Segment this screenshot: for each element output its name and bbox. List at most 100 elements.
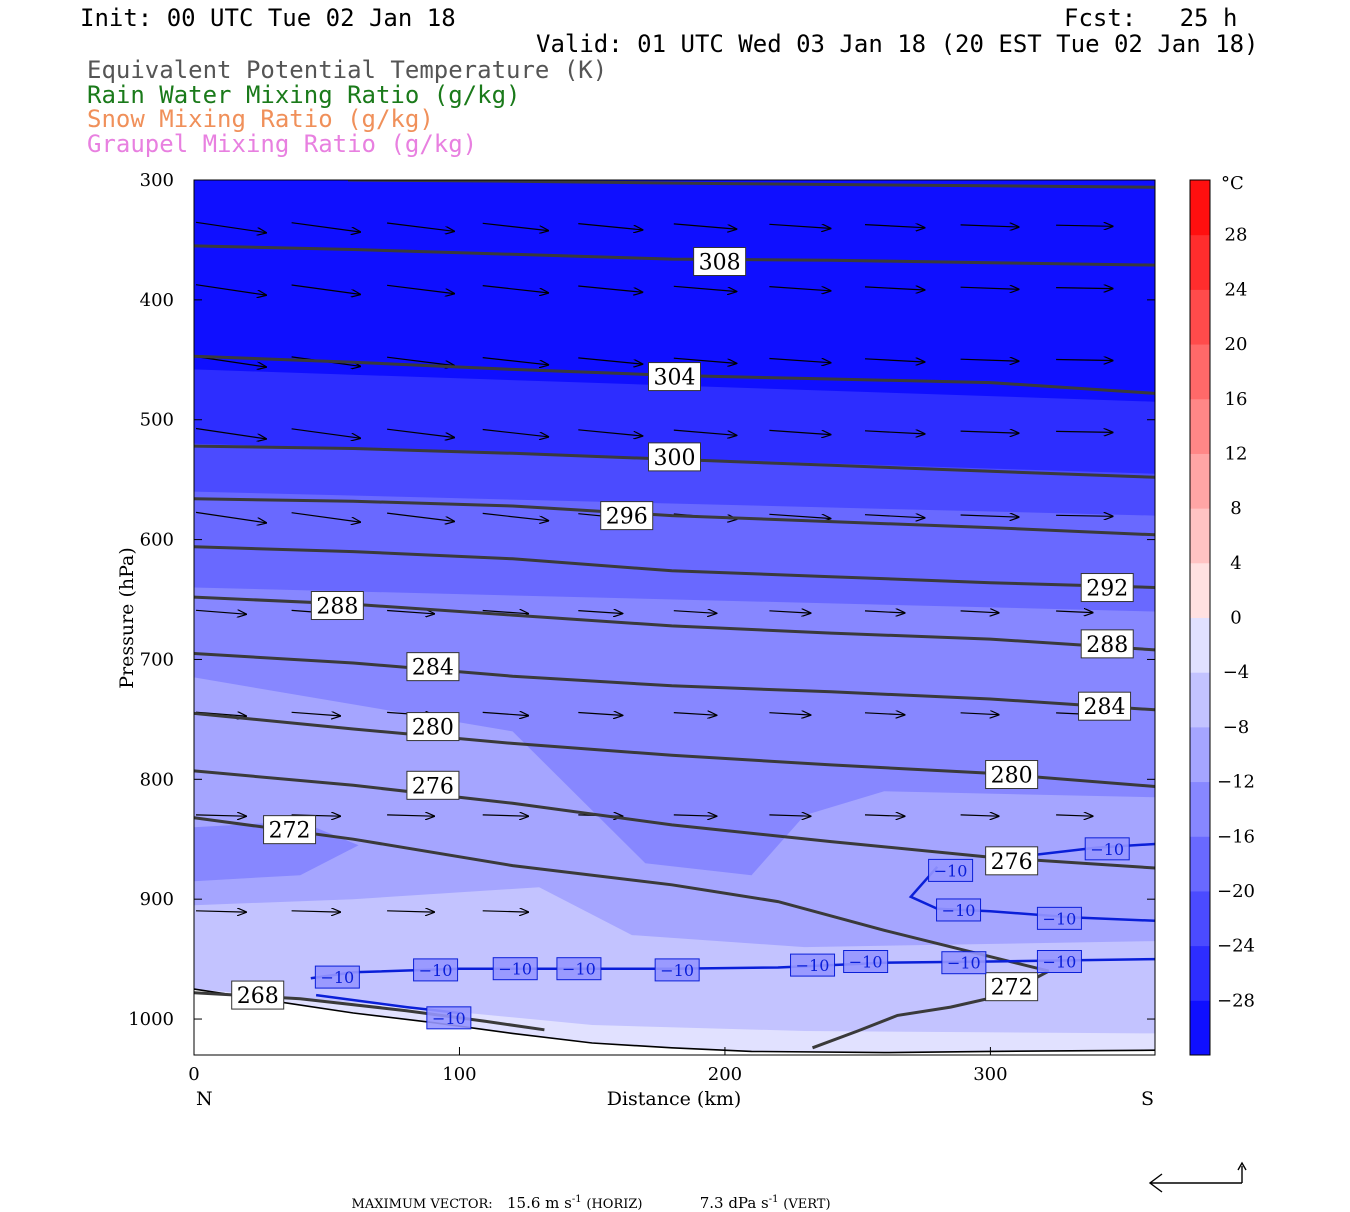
theta-e-label: 272 (269, 819, 311, 844)
theta-e-label-box (1080, 573, 1134, 603)
theta-e-contour (194, 652, 1155, 712)
colorbar: 28 24 20 16 12 8 4 0 −4 −8 −12 −16 −20 −24 −28 (1189, 179, 1255, 1056)
wind-vector (482, 911, 529, 912)
temp-label: −10 (419, 961, 453, 980)
wind-vector (673, 713, 717, 716)
colorbar-swatch (1190, 726, 1210, 783)
colorbar-unit: °C (1221, 173, 1244, 194)
temp-label-box (413, 958, 459, 982)
temp-label: −10 (796, 956, 830, 975)
wind-vector (1056, 431, 1113, 432)
wind-vector (195, 610, 246, 614)
y-tick-label: 300 (140, 170, 174, 191)
colorbar-tick-label: 0 (1230, 608, 1241, 629)
forecast-hour: Fcst: 25 h (1064, 4, 1238, 32)
theta-e-label-box (600, 501, 654, 531)
colorbar-swatch (1190, 781, 1210, 837)
wind-vector (1056, 515, 1113, 516)
wind-vector (864, 611, 905, 613)
wind-vector (578, 357, 642, 364)
colorbar-swatch (1190, 289, 1210, 345)
wind-vector (960, 515, 1019, 517)
wind-vector (864, 225, 925, 228)
wind-vector (195, 511, 266, 522)
colorbar-swatch (1190, 180, 1210, 236)
wind-vectors (195, 221, 1113, 912)
colorbar-frame (1189, 179, 1211, 1056)
temp-label-box (941, 951, 987, 975)
theta-e-label: 280 (412, 716, 454, 741)
temp-label: −10 (942, 901, 976, 920)
x-tick-label: 200 (708, 1064, 742, 1085)
field-label-theta-e: Equivalent Potential Temperature (K) (87, 56, 608, 84)
valid-time: Valid: 01 UTC Wed 03 Jan 18 (20 EST Tue … (536, 30, 1259, 58)
temp-label: −10 (432, 1009, 466, 1028)
wind-vector (387, 222, 454, 231)
wind-vector (291, 911, 341, 912)
colorbar-tick-label: −24 (1217, 936, 1255, 957)
max-vector-key (1148, 1161, 1247, 1193)
wind-vector (482, 285, 549, 293)
wind-vector (291, 222, 361, 232)
theta-e-label-box (985, 846, 1039, 876)
wind-vector (960, 359, 1019, 361)
wind-vector (960, 431, 1019, 433)
theta-e-label-box (406, 712, 460, 742)
field-label-graupel: Graupel Mixing Ratio (g/kg) (87, 130, 478, 158)
max-vector-vert: 7.3 dPa s (699, 1194, 769, 1212)
temp-label-box (556, 957, 602, 981)
wind-vector (1056, 288, 1113, 289)
temp-label: −10 (947, 954, 981, 973)
colorbar-tick-label: 8 (1230, 498, 1241, 519)
temp-label: −10 (320, 968, 354, 987)
wind-vector (673, 357, 737, 363)
colorbar-tick-label: 20 (1225, 334, 1248, 355)
wind-vector (673, 223, 737, 229)
wind-vector (387, 815, 434, 816)
colorbar-swatch (1190, 945, 1210, 1001)
axes: 300 400 500 600 700 800 900 1000 0 100 200 300 (128, 170, 1155, 1085)
theta-e-label: 276 (991, 850, 1033, 875)
wind-vector (482, 357, 549, 365)
wind-vector (482, 222, 549, 230)
theta-e-label: 296 (606, 505, 648, 530)
wind-vector (387, 284, 454, 293)
theta-e-label: 300 (654, 446, 696, 471)
colorbar-swatch (1190, 562, 1210, 618)
wind-vector (864, 287, 925, 290)
wind-vector (960, 225, 1019, 227)
theta-e-label: 272 (991, 976, 1033, 1001)
wind-vector (387, 611, 434, 614)
wind-vector (769, 223, 830, 228)
wind-vector (960, 815, 999, 816)
colorbar-swatch (1190, 453, 1210, 509)
temp-label-box (936, 898, 982, 922)
theta-e-label-box (406, 652, 460, 682)
wind-vector (387, 512, 454, 521)
wind-vector (291, 428, 361, 438)
wind-vector (482, 428, 549, 437)
contour-labels: 308 304 300 296 292 288 288 284 284 280 280 276 276 2… (231, 247, 1134, 1030)
theta-e-label-box (310, 591, 364, 621)
wind-vector (960, 611, 999, 613)
wind-vector (195, 911, 246, 912)
wind-vector (769, 429, 830, 434)
wind-vector (673, 815, 717, 816)
temp-label-box (426, 1006, 472, 1030)
wind-vector (578, 223, 642, 230)
colorbar-tick-label: −12 (1217, 772, 1255, 793)
temp-label-box (790, 953, 836, 977)
wind-vector (195, 221, 266, 232)
colorbar-tick-label: −4 (1223, 662, 1250, 683)
x-end-left-label: N (196, 1088, 213, 1110)
max-vector-horiz-tag: (HORIZ) (586, 1197, 643, 1212)
y-tick-label: 700 (140, 649, 174, 670)
wind-vector (1056, 360, 1113, 361)
wind-vector (387, 911, 434, 912)
init-time: Init: 00 UTC Tue 02 Jan 18 (80, 4, 456, 32)
y-tick-label: 900 (140, 889, 174, 910)
theta-e-label-box (1080, 629, 1134, 659)
wind-vector (195, 284, 266, 295)
wind-vector (864, 815, 905, 816)
